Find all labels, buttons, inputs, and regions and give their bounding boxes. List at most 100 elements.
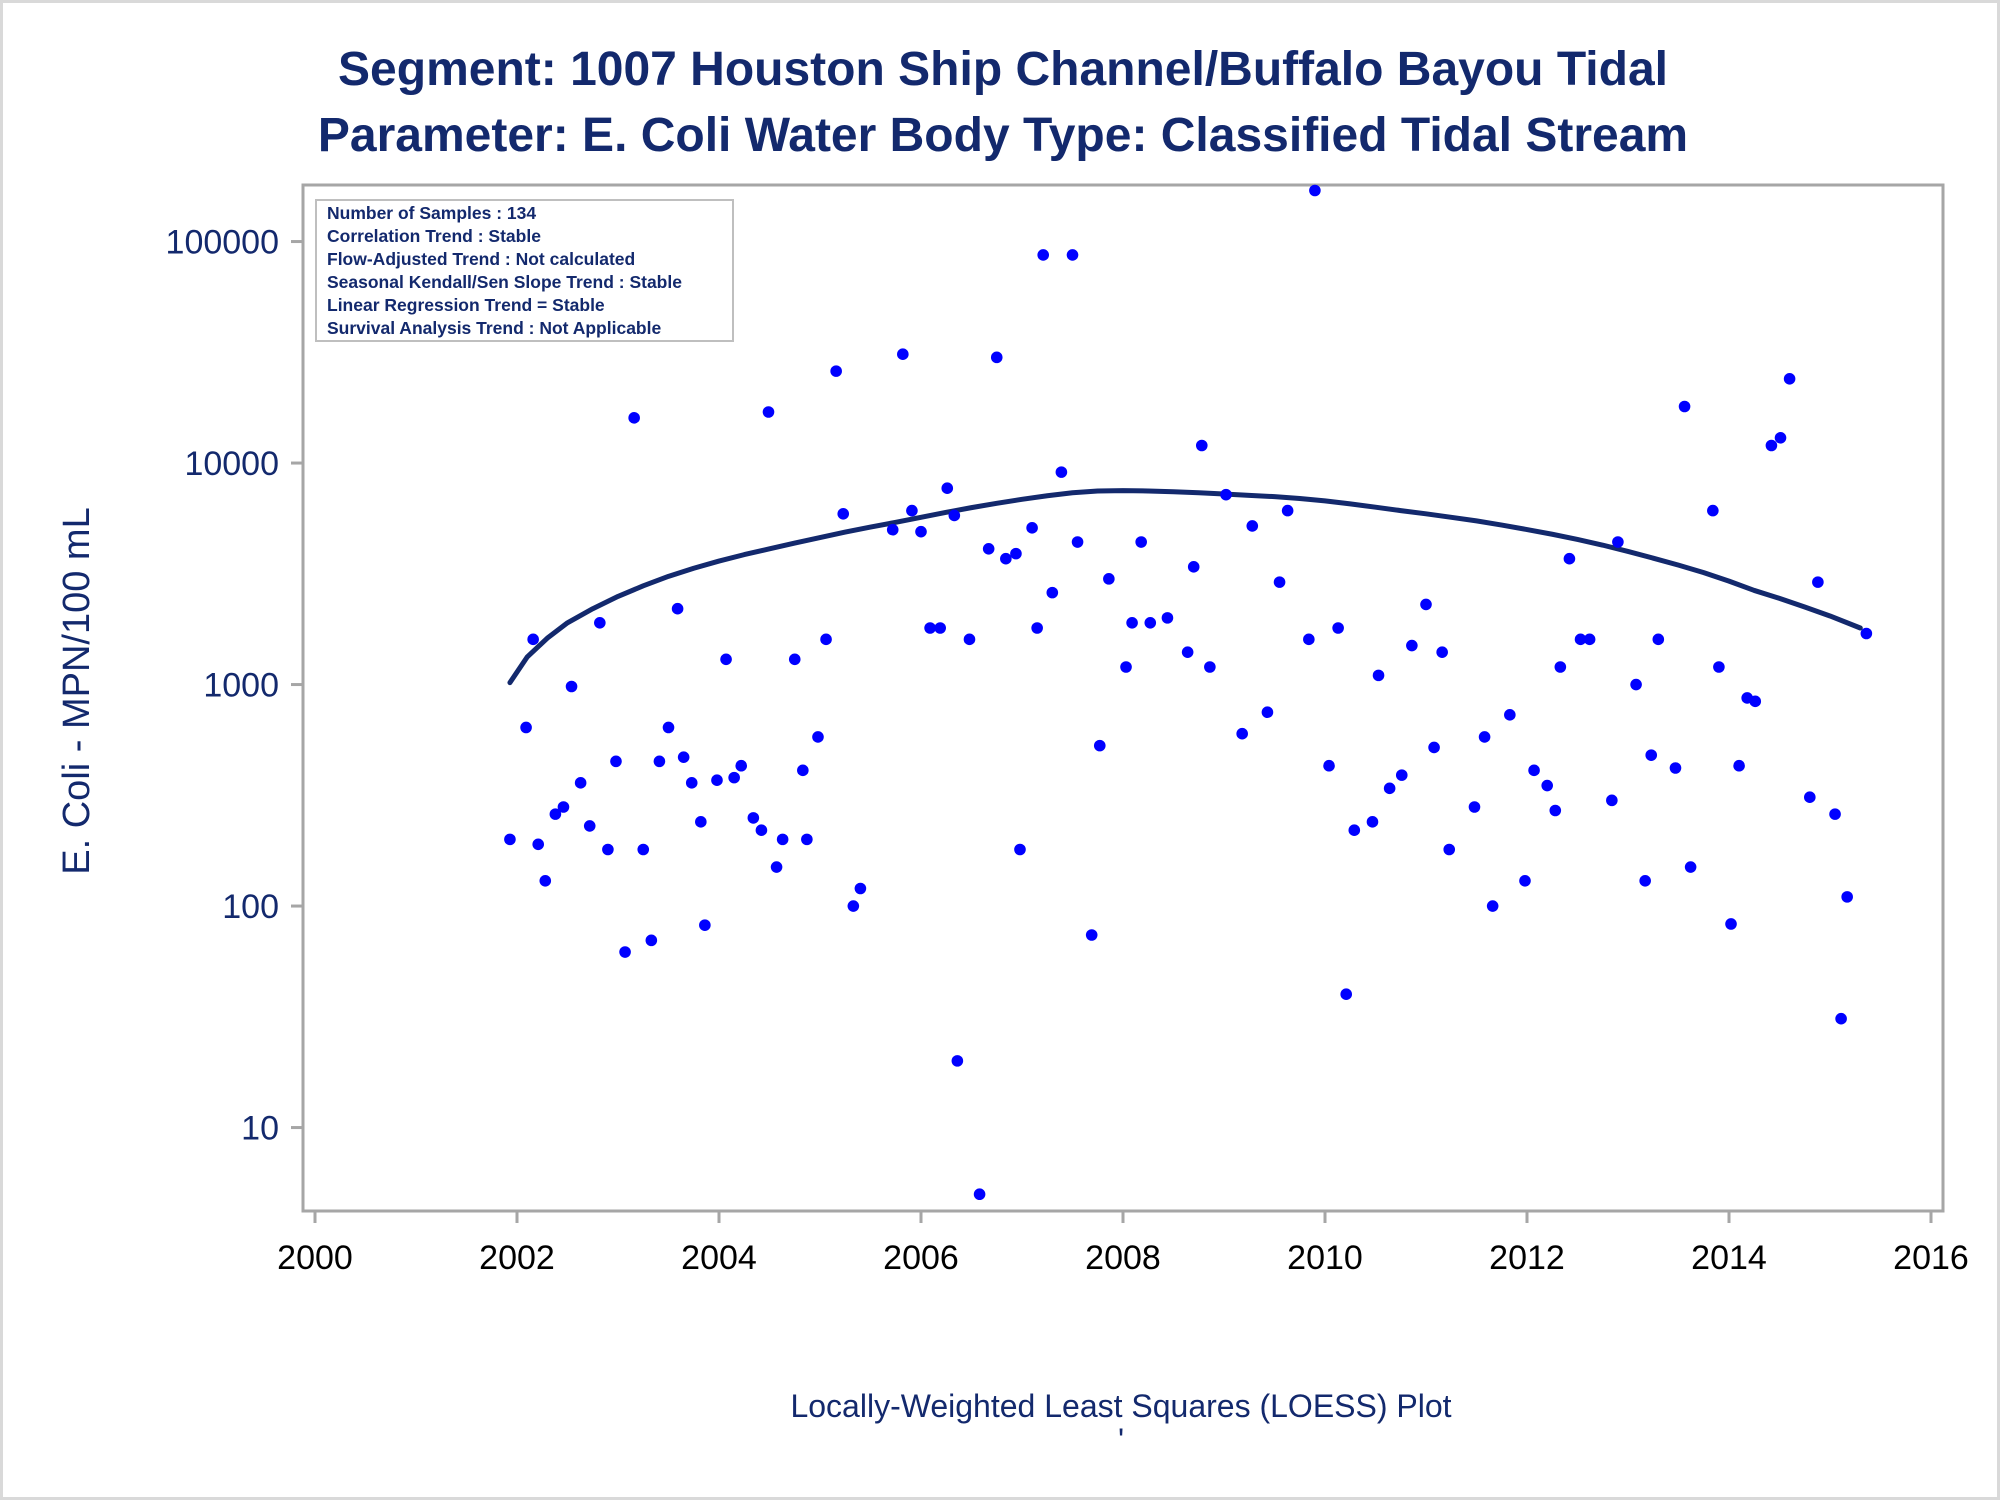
data-point (1135, 536, 1147, 548)
stats-box-frame (315, 199, 734, 342)
data-point (906, 504, 918, 517)
data-point (1860, 627, 1873, 640)
data-point (1428, 741, 1440, 754)
x-tick-label: 2014 (1691, 1239, 1767, 1277)
data-point (1093, 739, 1106, 752)
y-tick-label: 100000 (166, 224, 279, 262)
data-point (1066, 249, 1079, 261)
data-point (1443, 843, 1456, 856)
data-point (527, 633, 539, 646)
data-point (1348, 824, 1361, 836)
y-tick-label: 1000 (203, 667, 279, 705)
data-point (602, 843, 614, 856)
data-point (1713, 661, 1725, 673)
data-point (662, 721, 675, 734)
chart-subtitle: Parameter: E. Coli Water Body Type: Clas… (318, 109, 1688, 162)
data-point (990, 351, 1003, 364)
data-point (755, 824, 768, 836)
data-point (1103, 573, 1115, 585)
data-point (1195, 439, 1208, 452)
data-point (1468, 801, 1481, 813)
data-point (1684, 861, 1697, 873)
data-point (812, 731, 824, 743)
data-point (820, 633, 832, 646)
data-point (1144, 617, 1157, 629)
data-point (1829, 808, 1841, 820)
data-point (747, 812, 760, 824)
data-point (1563, 552, 1576, 565)
data-point (532, 838, 545, 851)
x-tick-label: 2002 (479, 1239, 555, 1277)
data-point (1549, 804, 1562, 817)
stats-line-correlation: Correlation Trend : Stable (327, 226, 541, 246)
data-point (1486, 900, 1499, 912)
data-point (1678, 400, 1691, 413)
data-point (520, 721, 532, 734)
data-point (610, 755, 622, 768)
data-point (941, 482, 954, 494)
data-point (1273, 576, 1286, 588)
x-tick-label: 2010 (1287, 1239, 1363, 1277)
data-point (1236, 727, 1248, 740)
data-point (1639, 875, 1651, 887)
data-point (1783, 373, 1796, 385)
data-point (1281, 504, 1294, 517)
data-point (1541, 779, 1553, 792)
data-point (1774, 432, 1787, 444)
stats-line-seasonal-kendall: Seasonal Kendall/Sen Slope Trend : Stabl… (327, 272, 682, 292)
x-tick-label: 2004 (681, 1239, 757, 1277)
loess-curve (507, 488, 1863, 686)
y-tick-label: 10 (241, 1110, 279, 1148)
data-point (797, 764, 809, 777)
stats-line-samples: Number of Samples : 134 (327, 203, 536, 223)
data-point (711, 774, 723, 786)
data-point (1519, 875, 1531, 887)
x-tick-label: 2012 (1489, 1239, 1565, 1277)
data-point (619, 946, 631, 958)
data-point (1037, 249, 1050, 261)
data-point (1406, 639, 1418, 652)
data-point (1669, 762, 1682, 774)
data-point (847, 900, 860, 912)
data-point (1031, 622, 1043, 634)
data-point (854, 882, 867, 895)
data-point (1000, 552, 1012, 565)
data-point (1574, 633, 1587, 646)
data-point (1630, 678, 1642, 691)
data-point (1309, 184, 1321, 197)
x-tick-label: 2006 (883, 1239, 959, 1277)
data-point (886, 523, 899, 536)
footer-label: Locally-Weighted Least Squares (LOESS) P… (790, 1388, 1451, 1424)
data-point (1436, 646, 1448, 658)
data-point (645, 934, 658, 947)
data-point (1120, 661, 1132, 673)
data-point (963, 633, 976, 646)
data-point (1528, 764, 1540, 777)
data-point (1478, 731, 1491, 743)
y-axis-label: E. Coli - MPN/100 mL (56, 507, 98, 874)
data-point (1749, 695, 1762, 708)
footer-mark: ' (1118, 1422, 1124, 1458)
data-point (685, 777, 698, 789)
data-point (549, 808, 562, 820)
data-point (973, 1188, 986, 1201)
data-point (951, 1055, 964, 1067)
data-point (1395, 769, 1408, 781)
data-point (801, 833, 813, 846)
data-point (1583, 633, 1596, 646)
data-point (788, 653, 801, 666)
y-tick-label: 100 (222, 888, 279, 926)
data-point (699, 919, 711, 931)
data-point (728, 771, 740, 784)
x-tick-label: 2016 (1893, 1239, 1969, 1277)
y-tick-label: 10000 (184, 445, 279, 483)
data-point (1612, 536, 1624, 548)
data-point (1014, 843, 1026, 856)
data-point (934, 622, 946, 634)
data-point (982, 543, 995, 555)
data-point (1204, 661, 1216, 673)
data-point (583, 820, 596, 832)
data-point (1303, 633, 1315, 646)
data-point (1733, 759, 1745, 772)
